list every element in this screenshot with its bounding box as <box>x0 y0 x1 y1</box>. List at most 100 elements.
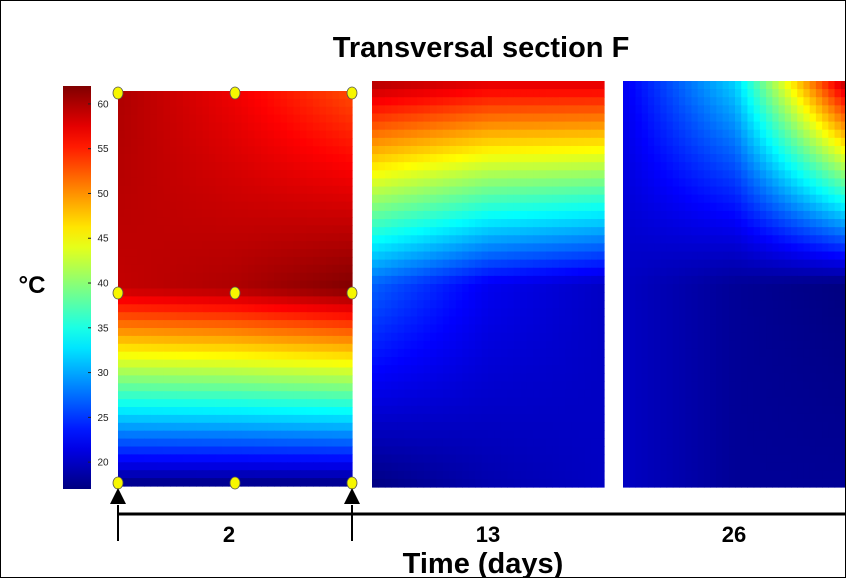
heatmap-cell <box>797 243 805 253</box>
heatmap-cell <box>565 470 573 480</box>
heatmap-cell <box>144 359 152 369</box>
heatmap-cell <box>803 81 811 90</box>
heatmap-cell <box>591 129 599 139</box>
heatmap-cell <box>417 170 425 180</box>
heatmap-cell <box>672 194 680 204</box>
heatmap-cell <box>235 154 243 163</box>
heatmap-cell <box>449 300 457 309</box>
heatmap-cell <box>397 154 405 163</box>
heatmap-cell <box>183 146 191 155</box>
heatmap-cell <box>417 438 425 447</box>
heatmap-cell <box>500 357 508 366</box>
heatmap-cell <box>533 446 541 456</box>
heatmap-cell <box>722 316 730 326</box>
heatmap-cell <box>660 210 668 220</box>
heatmap-cell <box>741 186 749 196</box>
heatmap-cell <box>629 243 637 253</box>
heatmap-cell <box>629 178 637 188</box>
heatmap-cell <box>571 186 579 196</box>
heatmap-cell <box>475 462 483 472</box>
heatmap-cell <box>326 470 334 479</box>
heatmap-cell <box>507 275 515 285</box>
heatmap-cell <box>183 383 191 392</box>
heatmap-cell <box>150 407 158 416</box>
heatmap-cell <box>552 121 560 131</box>
heatmap-cell <box>494 145 502 155</box>
heatmap-cell <box>410 324 418 334</box>
heatmap-cell <box>124 138 132 147</box>
heatmap-cell <box>404 170 412 180</box>
heatmap-cell <box>578 284 586 293</box>
heatmap-cell <box>183 201 191 211</box>
heatmap-cell <box>326 446 334 455</box>
heatmap-cell <box>533 194 541 204</box>
heatmap-cell <box>157 304 165 313</box>
heatmap-cell <box>635 324 643 334</box>
heatmap-cell <box>710 340 717 350</box>
heatmap-cell <box>293 343 301 353</box>
heatmap-cell <box>679 202 686 212</box>
heatmap-cell <box>635 81 643 90</box>
heatmap-cell <box>716 81 724 90</box>
heatmap-cell <box>378 422 386 431</box>
heatmap-cell <box>672 243 680 253</box>
heatmap-cell <box>772 324 780 334</box>
heatmap-cell <box>372 446 380 456</box>
heatmap-cell <box>766 81 773 90</box>
heatmap-cell <box>449 454 457 464</box>
heatmap-cell <box>809 97 817 106</box>
heatmap-cell <box>372 113 380 123</box>
heatmap-cell <box>546 243 554 253</box>
heatmap-cell <box>710 210 717 220</box>
heatmap-cell <box>442 365 450 374</box>
heatmap-cell <box>287 98 295 108</box>
heatmap-cell <box>170 256 178 266</box>
heatmap-cell <box>507 381 515 391</box>
heatmap-cell <box>176 233 184 242</box>
heatmap-cell <box>332 414 340 424</box>
heatmap-cell <box>215 122 223 132</box>
heatmap-cell <box>710 219 717 228</box>
heatmap-cell <box>332 138 340 147</box>
heatmap-cell <box>462 89 470 98</box>
heatmap-cell <box>339 312 347 321</box>
heatmap-cell <box>716 178 724 188</box>
heatmap-cell <box>176 162 184 171</box>
heatmap-cell <box>274 478 282 487</box>
heatmap-cell <box>672 381 680 391</box>
heatmap-cell <box>404 97 412 106</box>
heatmap-cell <box>118 399 126 408</box>
heatmap-cell <box>672 186 680 196</box>
heatmap-cell <box>287 343 295 353</box>
heatmap-cell <box>404 162 412 171</box>
heatmap-cell <box>571 470 579 480</box>
heatmap-cell <box>442 462 450 472</box>
heatmap-cell <box>778 105 786 115</box>
heatmap-cell <box>784 259 792 269</box>
heatmap-cell <box>404 405 412 415</box>
heatmap-cell <box>332 98 340 108</box>
heatmap-cell <box>815 275 823 285</box>
heatmap-cell <box>526 373 534 383</box>
heatmap-cell <box>436 219 444 228</box>
heatmap-cell <box>455 162 463 171</box>
heatmap-cell <box>828 162 836 171</box>
heatmap-cell <box>313 430 321 440</box>
heatmap-cell <box>124 312 132 321</box>
heatmap-cell <box>558 194 566 204</box>
heatmap-cell <box>131 438 139 448</box>
heatmap-cell <box>417 308 425 318</box>
heatmap-cell <box>728 202 736 212</box>
heatmap-cell <box>784 105 792 115</box>
heatmap-cell <box>772 113 780 123</box>
heatmap-cell <box>647 357 655 366</box>
heatmap-cell <box>747 259 755 269</box>
heatmap-cell <box>404 121 412 131</box>
heatmap-cell <box>274 430 282 440</box>
heatmap-cell <box>647 219 655 228</box>
heatmap-cell <box>417 324 425 334</box>
heatmap-cell <box>417 219 425 228</box>
heatmap-cell <box>803 373 811 383</box>
heatmap-cell <box>391 381 399 391</box>
heatmap-cell <box>372 227 380 236</box>
